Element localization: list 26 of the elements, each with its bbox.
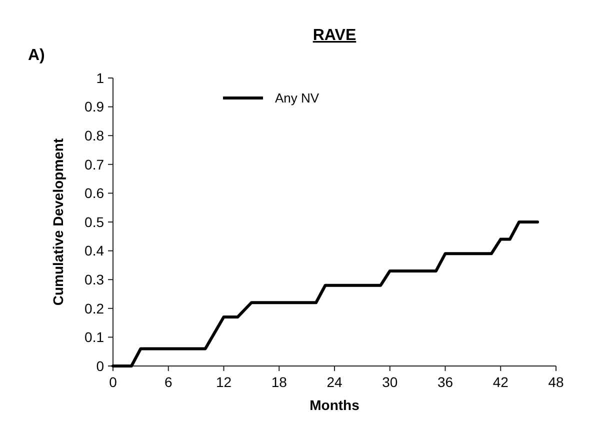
- y-tick-label: 0: [96, 358, 104, 374]
- y-axis-title: Cumulative Development: [50, 138, 66, 306]
- x-tick-label: 6: [164, 374, 172, 390]
- y-tick-label: 0.9: [84, 98, 104, 115]
- legend-label: Any NV: [275, 90, 320, 106]
- x-tick-label: 48: [548, 374, 564, 390]
- y-tick-label: 0.6: [84, 185, 104, 202]
- y-tick-label: 0.5: [84, 214, 104, 230]
- line-series: [112, 220, 540, 368]
- x-tick-label: 36: [437, 374, 454, 390]
- y-tick-label: 0.4: [84, 242, 104, 259]
- x-tick-label: 12: [216, 374, 232, 390]
- y-tick-label: 0.8: [84, 128, 104, 144]
- text: A): [28, 47, 45, 64]
- y-tick-label: 0.3: [84, 272, 104, 288]
- y-tick-label: 0.2: [84, 300, 104, 316]
- y-tick-label: 1: [96, 70, 104, 86]
- y-tick-label: 0.1: [84, 329, 104, 346]
- y-tick-label: 0.7: [84, 156, 104, 172]
- x-tick-label: 18: [271, 374, 288, 390]
- x-tick-label: 30: [382, 374, 398, 390]
- chart-title: RAVE: [312, 27, 356, 44]
- x-tick-label: 24: [326, 374, 342, 390]
- x-tick-label: 0: [109, 374, 118, 390]
- x-axis-title: Months: [310, 397, 360, 413]
- x-tick-label: 42: [492, 374, 509, 390]
